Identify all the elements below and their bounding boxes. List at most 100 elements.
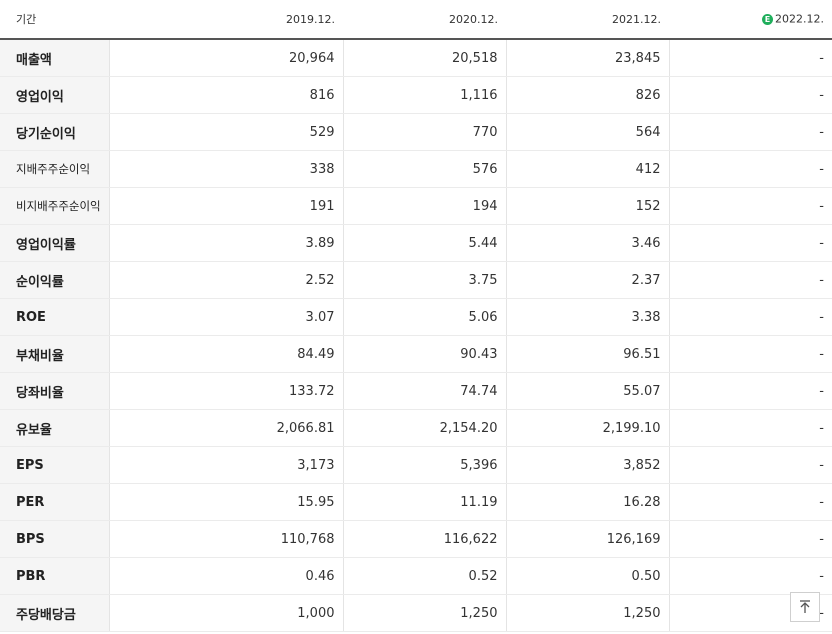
table-cell: - xyxy=(668,409,832,447)
table-row: EPS 3,173 5,396 3,852 - xyxy=(0,446,832,484)
table-cell: 23,845 xyxy=(505,39,669,77)
table-row: PBR 0.46 0.52 0.50 - xyxy=(0,557,832,595)
table-cell: - xyxy=(668,335,832,373)
table-cell: 3,852 xyxy=(505,446,669,484)
table-row: ROE 3.07 5.06 3.38 - xyxy=(0,298,832,336)
table-cell: 3.75 xyxy=(342,261,506,299)
table-cell: 133.72 xyxy=(108,372,343,410)
estimate-badge-icon: E xyxy=(762,13,774,25)
table-cell: 2.37 xyxy=(505,261,669,299)
row-label: 당좌비율 xyxy=(0,372,109,410)
table-row: 유보율 2,066.81 2,154.20 2,199.10 - xyxy=(0,409,832,447)
row-label: ROE xyxy=(0,298,109,336)
table-row: 매출액 20,964 20,518 23,845 - xyxy=(0,39,832,77)
table-cell: 576 xyxy=(342,150,506,188)
table-cell: - xyxy=(668,76,832,114)
table-cell: 55.07 xyxy=(505,372,669,410)
table-row: 당좌비율 133.72 74.74 55.07 - xyxy=(0,372,832,410)
table-cell: - xyxy=(668,224,832,262)
arrow-up-to-line-icon xyxy=(800,600,810,613)
table-cell: - xyxy=(668,557,832,595)
table-cell: 1,000 xyxy=(108,594,343,632)
table-cell: 1,116 xyxy=(342,76,506,114)
table-cell: 152 xyxy=(505,187,669,225)
table-cell: 74.74 xyxy=(342,372,506,410)
table-cell: 84.49 xyxy=(108,335,343,373)
table-cell: - xyxy=(668,113,832,151)
table-cell: 3,173 xyxy=(108,446,343,484)
table-cell: 5.06 xyxy=(342,298,506,336)
table-cell: 3.38 xyxy=(505,298,669,336)
table-cell: 0.50 xyxy=(505,557,669,595)
table-row: 순이익률 2.52 3.75 2.37 - xyxy=(0,261,832,299)
table-cell: 96.51 xyxy=(505,335,669,373)
table-row: 비지배주주순이익 191 194 152 - xyxy=(0,187,832,225)
table-cell: 770 xyxy=(342,113,506,151)
row-label: 영업이익 xyxy=(0,76,109,114)
row-label: 지배주주순이익 xyxy=(0,150,109,188)
table-cell: 16.28 xyxy=(505,483,669,521)
table-cell: 110,768 xyxy=(108,520,343,558)
table-row: 지배주주순이익 338 576 412 - xyxy=(0,150,832,188)
table-cell: 3.89 xyxy=(108,224,343,262)
row-label: 비지배주주순이익 xyxy=(0,187,109,225)
table-cell: 1,250 xyxy=(342,594,506,632)
table-cell: - xyxy=(668,446,832,484)
table-header-row: 기간 2019.12. 2020.12. 2021.12. E 2022.12. xyxy=(0,0,832,40)
table-row: PER 15.95 11.19 16.28 - xyxy=(0,483,832,521)
table-cell: - xyxy=(668,187,832,225)
table-cell: - xyxy=(668,483,832,521)
header-year-2021: 2021.12. xyxy=(506,0,669,40)
table-cell: 2,066.81 xyxy=(108,409,343,447)
table-row: 당기순이익 529 770 564 - xyxy=(0,113,832,151)
table-row: 영업이익률 3.89 5.44 3.46 - xyxy=(0,224,832,262)
table-cell: 20,964 xyxy=(108,39,343,77)
row-label: 부채비율 xyxy=(0,335,109,373)
table-cell: 5.44 xyxy=(342,224,506,262)
header-year-2022-estimate: E 2022.12. xyxy=(669,0,832,40)
table-cell: - xyxy=(668,298,832,336)
table-cell: 11.19 xyxy=(342,483,506,521)
header-year-2019: 2019.12. xyxy=(109,0,343,40)
table-cell: 338 xyxy=(108,150,343,188)
table-cell: 194 xyxy=(342,187,506,225)
row-label: PER xyxy=(0,483,109,521)
table-row: BPS 110,768 116,622 126,169 - xyxy=(0,520,832,558)
scroll-to-top-button[interactable] xyxy=(790,592,820,622)
row-label: 당기순이익 xyxy=(0,113,109,151)
table-cell: 5,396 xyxy=(342,446,506,484)
table-cell: 412 xyxy=(505,150,669,188)
table-cell: 816 xyxy=(108,76,343,114)
table-cell: 1,250 xyxy=(505,594,669,632)
header-year-2022-label: 2022.12. xyxy=(775,12,824,26)
row-label: PBR xyxy=(0,557,109,595)
table-cell: 191 xyxy=(108,187,343,225)
table-cell: 126,169 xyxy=(505,520,669,558)
table-cell: 3.07 xyxy=(108,298,343,336)
table-cell: 564 xyxy=(505,113,669,151)
table-cell: 2.52 xyxy=(108,261,343,299)
table-cell: 2,154.20 xyxy=(342,409,506,447)
table-cell: 90.43 xyxy=(342,335,506,373)
table-cell: 0.46 xyxy=(108,557,343,595)
row-label: 주당배당금 xyxy=(0,594,109,632)
row-label: BPS xyxy=(0,520,109,558)
row-label: 매출액 xyxy=(0,39,109,77)
table-cell: 2,199.10 xyxy=(505,409,669,447)
table-row: 주당배당금 1,000 1,250 1,250 - xyxy=(0,594,832,632)
table-cell: 20,518 xyxy=(342,39,506,77)
row-label: 영업이익률 xyxy=(0,224,109,262)
table-row: 영업이익 816 1,116 826 - xyxy=(0,76,832,114)
table-cell: - xyxy=(668,39,832,77)
header-period-label: 기간 xyxy=(0,0,109,40)
row-label: 순이익률 xyxy=(0,261,109,299)
table-row: 부채비율 84.49 90.43 96.51 - xyxy=(0,335,832,373)
row-label: EPS xyxy=(0,446,109,484)
table-cell: 116,622 xyxy=(342,520,506,558)
table-cell: - xyxy=(668,150,832,188)
table-cell: - xyxy=(668,372,832,410)
table-cell: 826 xyxy=(505,76,669,114)
table-cell: 15.95 xyxy=(108,483,343,521)
table-cell: 0.52 xyxy=(342,557,506,595)
